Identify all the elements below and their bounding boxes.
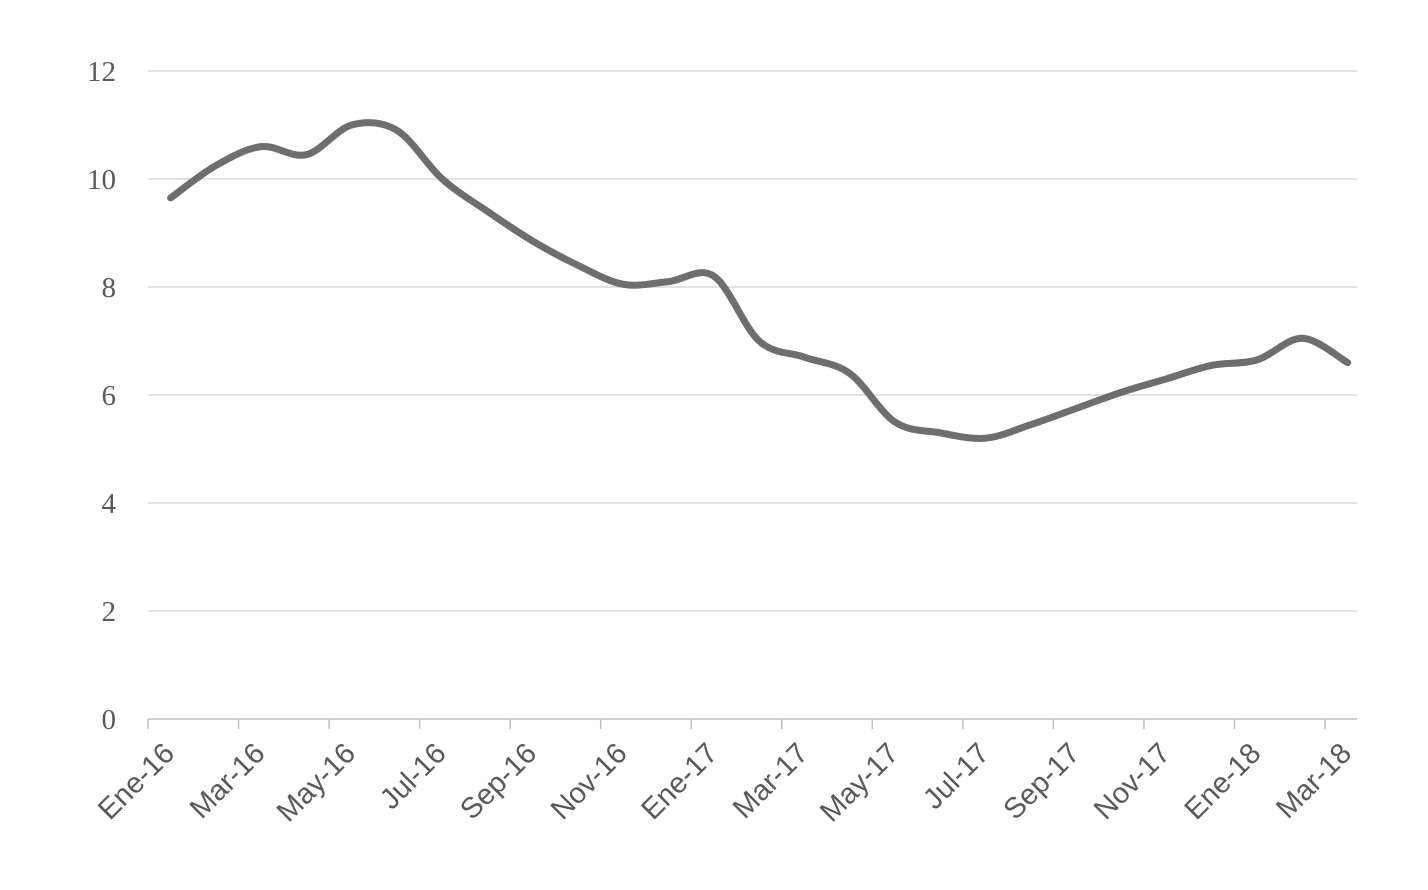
x-tick-label: May-17 (814, 737, 905, 828)
data-point (484, 208, 491, 215)
data-point (982, 435, 989, 442)
y-tick-label-8: 8 (102, 272, 117, 304)
x-tick-label: Ene-16 (92, 737, 181, 826)
x-axis (147, 718, 1357, 729)
data-point (303, 151, 310, 158)
data-point (1073, 405, 1080, 412)
y-tick-label-2: 2 (102, 596, 117, 628)
data-point (801, 354, 808, 361)
x-tick-label: Mar-18 (1270, 737, 1358, 825)
x-tick-label: May-16 (271, 737, 362, 828)
data-point (1208, 362, 1215, 369)
data-point (439, 176, 446, 183)
series-line (167, 119, 1352, 442)
x-tick-label: Jul-16 (374, 737, 452, 815)
y-tick-label-6: 6 (102, 380, 117, 412)
x-tick-label: Nov-16 (545, 737, 634, 826)
y-tick-label-0: 0 (102, 704, 117, 736)
data-point (1254, 356, 1261, 363)
data-point (529, 238, 536, 245)
data-point (1118, 389, 1125, 396)
x-tick-label: Mar-17 (727, 737, 815, 825)
data-point (1027, 421, 1034, 428)
data-point (212, 162, 219, 169)
x-tick-label: Ene-18 (1179, 737, 1268, 826)
data-point (258, 143, 265, 150)
y-tick-label-10: 10 (87, 164, 116, 196)
data-point (575, 262, 582, 269)
data-point (665, 278, 672, 285)
data-point (846, 370, 853, 377)
data-point (348, 122, 355, 129)
data-point (393, 127, 400, 134)
x-tick-label: Sep-17 (998, 737, 1087, 826)
gridlines (148, 70, 1357, 612)
y-tick-label-12: 12 (87, 56, 116, 88)
data-point (1344, 359, 1351, 366)
y-axis-tick-labels: 0 2 4 6 8 10 12 (87, 56, 117, 736)
x-tick-label: Jul-17 (917, 737, 995, 815)
data-point (1163, 375, 1170, 382)
data-point (167, 194, 174, 201)
series-lines (167, 119, 1352, 442)
x-axis-tick-labels: Ene-16 Mar-16 May-16 Jul-16 Sep-16 Nov-16 Ene-… (92, 737, 1358, 828)
y-tick-label-4: 4 (102, 488, 117, 520)
x-tick-label: Ene-17 (635, 737, 724, 826)
x-tick-label: Sep-16 (454, 737, 543, 826)
x-tick-label: Nov-17 (1088, 737, 1177, 826)
data-point (1299, 335, 1306, 342)
data-point (710, 273, 717, 280)
data-point (620, 281, 627, 288)
data-point (891, 419, 898, 426)
x-tick-label: Mar-16 (184, 737, 272, 825)
data-point (937, 429, 944, 436)
data-point (756, 338, 763, 345)
